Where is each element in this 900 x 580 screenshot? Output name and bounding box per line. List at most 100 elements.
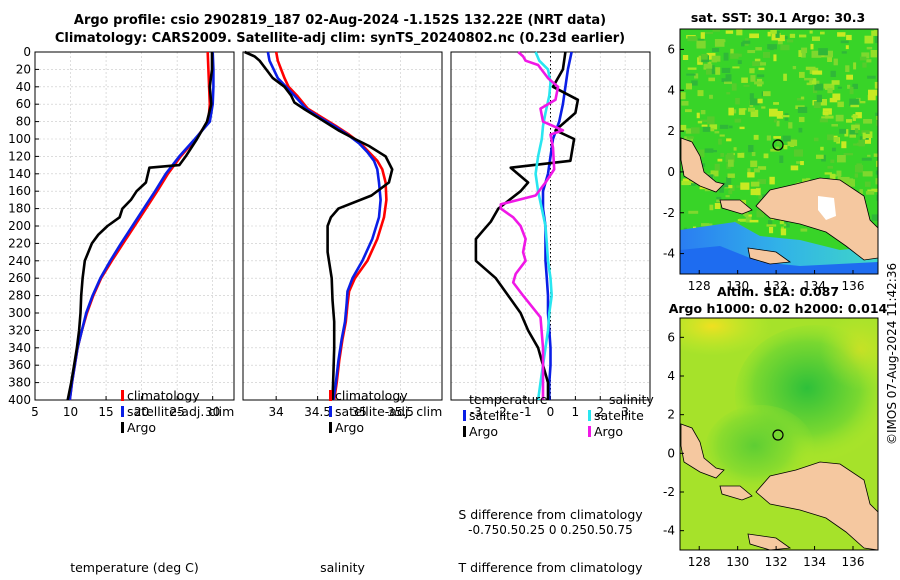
argo-marker-sst <box>772 139 784 151</box>
sst-pixel <box>737 152 745 158</box>
panel-frame <box>242 51 443 401</box>
sst-pixel <box>822 111 829 116</box>
sst-pixel <box>769 46 774 51</box>
legend-heading-salinity: salinity <box>609 392 654 407</box>
xtick-label: -3 <box>470 405 482 419</box>
legend-label: satellite <box>469 408 519 423</box>
sst-pixel <box>861 157 872 161</box>
sst-pixel <box>798 127 803 133</box>
sst-pixel <box>731 83 737 91</box>
legend-swatch <box>121 422 124 433</box>
ytick-label: 380 <box>8 376 31 390</box>
sst-pixel <box>810 43 814 50</box>
sst-pixel <box>700 32 705 39</box>
sst-pixel <box>725 74 732 82</box>
sst-pixel <box>805 66 816 71</box>
sst-pixel <box>877 73 878 78</box>
sst-pixel <box>697 120 703 124</box>
sst-pixel <box>709 204 714 211</box>
sst-pixel <box>864 35 874 44</box>
map-ytick-label: 4 <box>667 83 675 97</box>
sst-pixel <box>707 116 715 125</box>
sst-pixel <box>779 155 784 163</box>
ytick-label: 140 <box>8 167 31 181</box>
sst-pixel <box>867 154 871 157</box>
sla-map <box>679 317 879 551</box>
sst-pixel <box>719 134 725 137</box>
sst-pixel <box>724 185 733 189</box>
sst-pixel <box>876 120 878 126</box>
sst-pixel <box>798 116 805 123</box>
sst-pixel <box>720 182 729 188</box>
sst-pixel <box>724 81 732 84</box>
sst-pixel <box>787 139 798 147</box>
sst-pixel <box>696 112 700 119</box>
sst-pixel <box>804 77 814 81</box>
sst-pixel <box>849 134 856 138</box>
sst-pixel <box>737 219 747 222</box>
sst-pixel <box>727 173 735 178</box>
map-xtick-label: 130 <box>726 279 749 293</box>
sst-pixel <box>783 145 788 150</box>
sst-pixel <box>840 176 850 185</box>
sst-pixel <box>757 98 763 104</box>
legend-swatch <box>463 410 466 421</box>
sst-pixel <box>698 55 702 63</box>
sst-pixel <box>750 160 758 168</box>
series-line-argo-s- <box>499 51 565 400</box>
sst-pixel <box>719 124 729 129</box>
sst-pixel <box>849 86 854 95</box>
series-line-satellite-adj-clim <box>266 51 382 401</box>
sst-pixel <box>788 122 793 129</box>
sst-pixel <box>874 81 878 89</box>
map-xtick-label: 132 <box>765 555 788 569</box>
map-ytick-label: 6 <box>667 330 675 344</box>
series-line-argo-t- <box>474 51 580 400</box>
sst-pixel <box>837 155 846 163</box>
xtick-label: 35.5 <box>387 405 414 419</box>
title-line-2: Climatology: CARS2009. Satellite-adj cli… <box>54 31 626 46</box>
legend-swatch <box>121 406 124 417</box>
sst-pixel <box>744 212 749 218</box>
sst-pixel <box>721 78 728 82</box>
sst-pixel <box>777 39 783 45</box>
sst-pixel <box>809 30 813 34</box>
sst-pixel <box>751 152 756 157</box>
legend-label: Argo <box>469 424 498 439</box>
sst-pixel <box>796 161 803 164</box>
sst-pixel <box>697 90 704 97</box>
sst-pixel <box>763 91 771 97</box>
sst-pixel <box>820 31 825 35</box>
xtick-label: 1 <box>572 405 580 419</box>
sst-pixel <box>750 109 759 117</box>
sst-pixel <box>836 170 842 177</box>
sst-pixel <box>843 153 853 156</box>
sst-pixel <box>859 101 866 104</box>
sst-pixel <box>837 101 844 108</box>
sst-pixel <box>814 83 823 91</box>
sst-pixel <box>846 74 853 80</box>
sst-pixel <box>687 67 697 70</box>
sst-pixel <box>748 107 755 112</box>
sst-pixel <box>830 159 835 163</box>
legend-heading-temperature: temperature <box>469 392 548 407</box>
sst-pixel <box>701 53 708 60</box>
map-ytick-label: 0 <box>667 165 675 179</box>
sst-pixel <box>766 224 777 227</box>
sst-pixel <box>813 137 819 142</box>
sst-pixel <box>781 115 790 118</box>
sst-pixel <box>714 131 720 134</box>
sst-pixel <box>866 46 873 50</box>
sst-pixel <box>852 83 858 89</box>
ytick-label: 220 <box>8 236 31 250</box>
sst-pixel <box>846 119 853 123</box>
sst-pixel <box>685 109 692 113</box>
sst-pixel <box>770 148 780 152</box>
sst-pixel <box>839 128 847 134</box>
sst-pixel <box>825 115 834 119</box>
sst-pixel <box>706 65 715 73</box>
sst-pixel <box>711 55 721 62</box>
sst-pixel <box>741 77 748 83</box>
xtick-label: -1 <box>520 405 532 419</box>
ytick-label: 240 <box>8 254 31 268</box>
